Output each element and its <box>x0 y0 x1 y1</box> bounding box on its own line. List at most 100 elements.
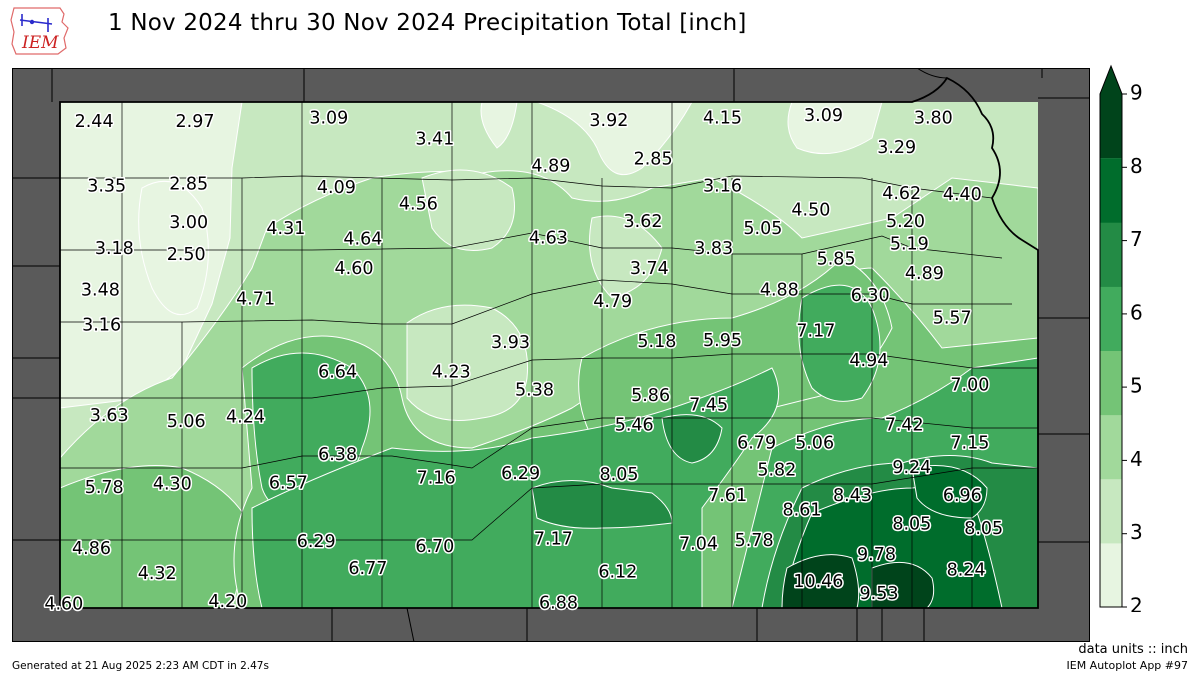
value-label: 3.92 <box>589 111 628 131</box>
value-labels: 2.44 2.97 3.09 3.41 3.92 4.15 3.09 3.80 3.29 2.85… <box>43 105 1005 616</box>
river <box>916 68 1039 251</box>
value-label: 4.50 <box>791 200 830 220</box>
value-label: 9.24 <box>892 458 931 478</box>
value-label: 4.71 <box>236 290 275 310</box>
value-label: 8.43 <box>833 486 872 506</box>
value-label: 3.29 <box>877 138 916 158</box>
value-label: 4.60 <box>44 595 83 615</box>
neighbor-borders <box>12 68 1090 642</box>
generated-timestamp: Generated at 21 Aug 2025 2:23 AM CDT in … <box>12 660 269 672</box>
colorbar-segment <box>1100 222 1122 287</box>
colorbar-segment <box>1100 286 1122 351</box>
value-label: 3.74 <box>630 259 669 279</box>
value-label: 3.35 <box>87 177 126 197</box>
value-label: 5.20 <box>886 212 925 232</box>
value-label: 4.20 <box>208 592 247 612</box>
value-label: 3.00 <box>169 213 208 233</box>
app-label: IEM Autoplot App #97 <box>1066 659 1189 672</box>
value-label: 7.04 <box>679 535 718 555</box>
value-label: 6.29 <box>297 532 336 552</box>
value-label: 4.40 <box>943 185 982 205</box>
value-label: 3.16 <box>703 177 742 197</box>
value-label: 6.77 <box>348 559 387 579</box>
value-label: 4.89 <box>905 264 944 284</box>
value-label: 7.17 <box>796 322 835 342</box>
value-label: 8.05 <box>600 465 639 485</box>
value-label: 5.19 <box>890 234 929 254</box>
value-label: 2.85 <box>169 174 208 194</box>
value-label: 6.88 <box>539 593 578 613</box>
value-label: 3.80 <box>914 109 953 129</box>
value-label: 7.17 <box>534 530 573 550</box>
value-label: 5.05 <box>743 219 782 239</box>
value-label: 3.09 <box>309 109 348 129</box>
value-label: 4.15 <box>703 109 742 129</box>
svg-text:IEM: IEM <box>21 33 59 53</box>
colorbar-segment <box>1100 478 1122 544</box>
colorbar-tick-label: 4 <box>1130 447 1143 471</box>
value-label: 5.46 <box>615 416 654 436</box>
value-label: 5.18 <box>637 332 676 352</box>
value-label: 5.95 <box>703 331 742 351</box>
value-label: 7.42 <box>885 416 924 436</box>
value-label: 2.50 <box>167 245 206 265</box>
value-label: 7.00 <box>950 376 989 396</box>
value-label: 6.30 <box>851 286 890 306</box>
value-label: 5.85 <box>817 250 856 270</box>
value-label: 7.45 <box>689 396 728 416</box>
value-label: 3.18 <box>95 239 134 259</box>
value-label: 5.78 <box>735 531 774 551</box>
value-label: 3.63 <box>90 406 129 426</box>
value-label: 4.94 <box>849 351 888 371</box>
value-label: 2.97 <box>176 112 215 132</box>
value-label: 5.06 <box>167 412 206 432</box>
colorbar-tick-label: 9 <box>1130 81 1143 105</box>
value-label: 9.78 <box>857 545 896 565</box>
value-label: 4.88 <box>760 280 799 300</box>
value-label: 5.38 <box>515 380 554 400</box>
value-label: 4.64 <box>343 230 382 250</box>
value-label: 3.16 <box>82 316 121 336</box>
value-label: 3.83 <box>694 239 733 259</box>
value-label: 3.93 <box>491 333 530 353</box>
value-label: 2.85 <box>634 150 673 170</box>
value-label: 4.56 <box>399 194 438 214</box>
colorbar-segment <box>1100 542 1122 608</box>
value-label: 8.61 <box>783 500 822 520</box>
value-label: 6.38 <box>318 445 357 465</box>
value-label: 4.62 <box>882 184 921 204</box>
colorbar-tick-label: 7 <box>1130 227 1143 251</box>
colorbar-tick-label: 6 <box>1130 300 1143 324</box>
colorbar-segment <box>1100 350 1122 416</box>
value-label: 4.86 <box>72 539 111 559</box>
value-label: 4.30 <box>153 474 192 494</box>
contour-fills <box>60 102 1038 608</box>
value-label: 4.79 <box>593 292 632 312</box>
value-label: 3.09 <box>804 106 843 126</box>
colorbar-tick-label: 3 <box>1130 520 1143 544</box>
value-label: 3.62 <box>624 212 663 232</box>
value-label: 8.05 <box>892 515 931 535</box>
value-label: 4.24 <box>226 407 265 427</box>
value-label: 3.41 <box>415 130 454 150</box>
value-label: 5.06 <box>795 433 834 453</box>
colorbar-tick-label: 5 <box>1130 374 1143 398</box>
value-label: 6.12 <box>598 563 637 583</box>
value-label: 7.61 <box>708 486 747 506</box>
value-label: 7.15 <box>950 433 989 453</box>
value-label: 6.57 <box>269 473 308 493</box>
units-label: data units :: inch <box>1078 642 1188 657</box>
value-label: 7.16 <box>417 469 456 489</box>
value-label: 6.70 <box>415 537 454 557</box>
value-label: 6.29 <box>501 464 540 484</box>
county-lines <box>60 102 1038 608</box>
value-label: 8.24 <box>947 560 986 580</box>
colorbar-segment <box>1100 414 1122 480</box>
value-label: 4.60 <box>335 259 374 279</box>
iem-logo: IEM <box>10 7 69 55</box>
colorbar-legend: 2 3 4 5 6 7 8 9 <box>1099 64 1143 612</box>
value-label: 5.78 <box>85 478 124 498</box>
value-label: 6.79 <box>737 433 776 453</box>
colorbar-tick-label: 8 <box>1130 154 1143 178</box>
value-label: 4.63 <box>529 229 568 249</box>
